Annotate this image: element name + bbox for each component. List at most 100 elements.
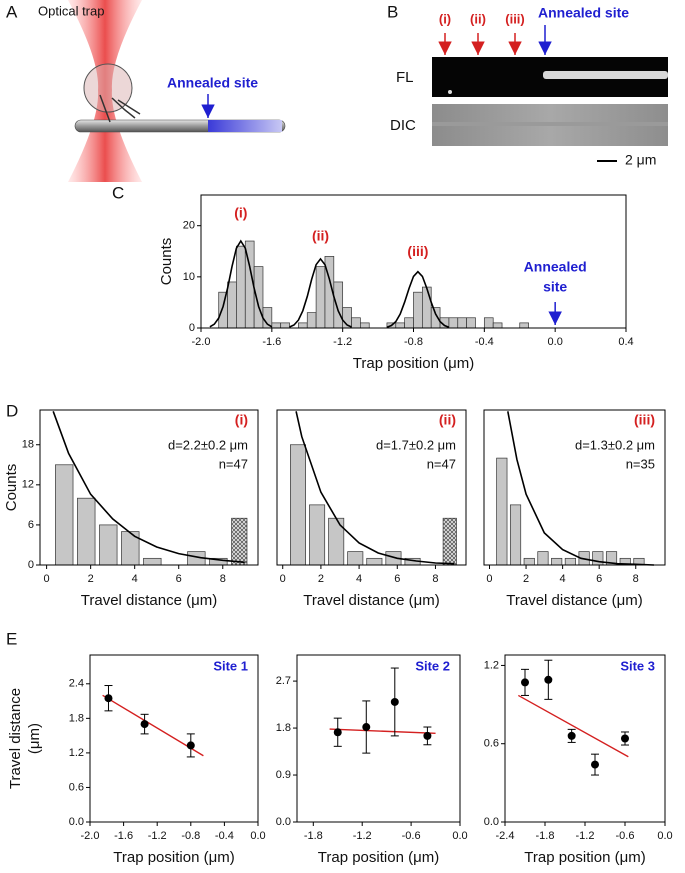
x-tick-label: -1.2 [148, 830, 167, 842]
annotation: d=2.2±0.2 μm [168, 437, 248, 452]
x-axis-label: Trap position (μm) [113, 849, 234, 866]
bar [55, 464, 74, 566]
point [362, 723, 371, 732]
annotation: d=1.7±0.2 μm [376, 437, 456, 452]
bar [309, 504, 326, 566]
fit-curve [209, 239, 273, 328]
bar [218, 291, 228, 329]
y-tick-label: 12 [22, 479, 34, 491]
y-tick-label: 0.0 [276, 816, 291, 828]
x-tick-label: -1.8 [304, 830, 323, 842]
y-axis-label: (μm) [26, 723, 43, 754]
annotation: n=35 [626, 456, 655, 471]
bar [509, 504, 522, 566]
y-tick-label: 2.7 [276, 675, 291, 687]
y-tick-label: 0.6 [69, 781, 84, 793]
fl-signal [543, 71, 668, 79]
bar [422, 286, 432, 329]
bar [306, 312, 317, 329]
x-axis-label: Travel distance (μm) [506, 592, 642, 609]
annotation: n=47 [427, 456, 456, 471]
panel-title: (iii) [634, 412, 655, 428]
point [186, 741, 195, 750]
bar [537, 551, 549, 566]
bar [347, 551, 364, 566]
bar [519, 322, 529, 329]
site-label: site [543, 279, 567, 295]
bar [551, 557, 563, 566]
plot-frame [296, 654, 461, 823]
x-tick-label: 0.0 [657, 830, 672, 842]
arrow-label: (i) [439, 11, 451, 26]
fit-curve [295, 411, 455, 565]
y-tick-label: 2.4 [69, 678, 84, 690]
x-axis-label: Trap position (μm) [353, 355, 474, 372]
bar [564, 557, 576, 566]
fit-curve [52, 411, 245, 564]
panel-title: (i) [235, 412, 248, 428]
bar [315, 266, 326, 329]
y-tick-label: 6 [28, 519, 34, 531]
x-tick-label: -1.2 [333, 336, 352, 348]
x-tick-label: -1.6 [114, 830, 133, 842]
x-axis-label: Trap position (μm) [524, 849, 645, 866]
y-tick-label: 1.2 [484, 659, 499, 671]
x-tick-label: 8 [220, 573, 226, 585]
fit-curve [289, 257, 352, 328]
x-axis-label: Trap position (μm) [318, 849, 439, 866]
point [423, 731, 432, 740]
y-axis-label: Counts [158, 238, 175, 286]
bar [492, 322, 503, 329]
bar [290, 444, 306, 566]
plot-frame [276, 409, 467, 566]
y-tick-label: 0.9 [276, 769, 291, 781]
fl-spot [448, 90, 452, 94]
plot-frame [89, 654, 259, 823]
y-axis-label: Travel distance [7, 688, 24, 789]
x-tick-label: -2.0 [192, 336, 211, 348]
x-tick-label: -1.2 [353, 830, 372, 842]
bead [83, 63, 133, 113]
x-tick-label: 0 [44, 573, 50, 585]
overflow-bar [442, 517, 457, 566]
x-tick-label: 8 [432, 573, 438, 585]
row-label: FL [396, 69, 414, 86]
x-tick-label: 4 [560, 573, 566, 585]
bar [298, 322, 308, 329]
overflow-bar [231, 517, 248, 566]
panel-label: D [6, 401, 18, 420]
x-tick-label: -1.2 [576, 830, 595, 842]
x-tick-label: -0.4 [475, 336, 494, 348]
x-tick-label: 2 [88, 573, 94, 585]
peak-label: (ii) [312, 228, 329, 244]
x-axis-label: Travel distance (μm) [303, 592, 439, 609]
y-tick-label: 0 [189, 322, 195, 334]
arrow-label: (iii) [505, 11, 525, 26]
bar [77, 497, 96, 566]
y-tick-label: 0 [28, 559, 34, 571]
x-axis-label: Travel distance (μm) [81, 592, 217, 609]
site-label: Annealed [524, 259, 587, 275]
bar [280, 322, 290, 329]
x-tick-label: -0.6 [616, 830, 635, 842]
arrow-label: (ii) [470, 11, 486, 26]
bar [333, 281, 344, 329]
x-tick-label: 6 [596, 573, 602, 585]
y-tick-label: 0.0 [484, 816, 499, 828]
y-axis-label: Counts [3, 464, 20, 512]
point [544, 675, 553, 684]
annealed-segment [208, 120, 282, 132]
row-label: DIC [390, 117, 416, 134]
plot-frame [483, 409, 666, 566]
bar [483, 317, 494, 329]
trap-label: Optical trap [38, 3, 104, 18]
x-tick-label: 0 [486, 573, 492, 585]
panel-label: E [6, 629, 17, 648]
panel-title: Site 3 [620, 658, 655, 673]
x-tick-label: -1.8 [536, 830, 555, 842]
y-tick-label: 0.0 [69, 816, 84, 828]
panel-title: (ii) [439, 412, 456, 428]
x-tick-label: 0 [280, 573, 286, 585]
peak-label: (i) [234, 205, 247, 221]
